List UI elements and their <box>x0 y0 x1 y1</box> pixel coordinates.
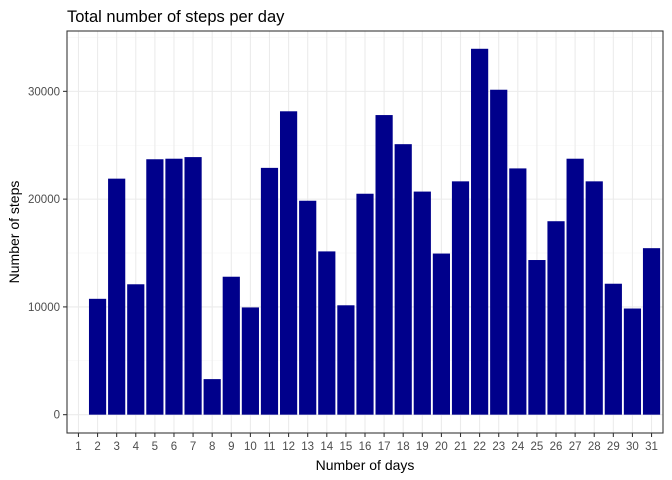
x-tick-label: 7 <box>190 441 196 453</box>
bar-day-26 <box>547 221 565 415</box>
x-tick-label: 4 <box>133 441 140 453</box>
x-tick-label: 21 <box>454 441 467 453</box>
x-tick-label: 27 <box>569 441 582 453</box>
bar-day-12 <box>279 111 298 415</box>
x-tick-label: 10 <box>244 441 257 453</box>
x-tick-label: 8 <box>209 441 215 453</box>
y-axis-title: Number of steps <box>6 181 22 284</box>
x-tick-label: 25 <box>531 441 544 453</box>
bar-day-27 <box>566 158 584 415</box>
bar-day-24 <box>509 168 527 415</box>
x-tick-label: 5 <box>152 441 158 453</box>
bar-day-2 <box>88 298 107 415</box>
x-tick-label: 12 <box>282 441 295 453</box>
x-tick-label: 3 <box>113 441 119 453</box>
bar-day-23 <box>490 89 508 415</box>
bar-day-31 <box>642 248 661 415</box>
bar-day-19 <box>413 191 431 415</box>
chart-title: Total number of steps per day <box>67 8 285 26</box>
y-tick-label: 30000 <box>28 86 60 98</box>
x-tick-label: 23 <box>492 441 505 453</box>
x-tick-label: 22 <box>473 441 486 453</box>
x-tick-label: 15 <box>339 441 352 453</box>
x-tick-label: 20 <box>435 441 448 453</box>
bar-day-5 <box>146 159 164 415</box>
bar-day-15 <box>337 305 355 415</box>
bar-day-14 <box>318 251 336 415</box>
x-tick-label: 30 <box>626 441 639 453</box>
bar-day-18 <box>394 144 412 415</box>
bar-day-29 <box>604 283 622 415</box>
y-axis-ticks: 0 10000 20000 30000 <box>28 86 67 422</box>
bar-day-4 <box>127 284 145 415</box>
x-tick-label: 18 <box>397 441 410 453</box>
bar-day-20 <box>432 253 451 415</box>
x-tick-label: 26 <box>550 441 563 453</box>
x-tick-label: 17 <box>378 441 391 453</box>
x-tick-label: 14 <box>320 441 333 453</box>
x-axis-ticks: 1 2 3 4 5 6 7 8 9 10 11 12 13 14 15 16 17 18 19 20 21 22 23 24 2… <box>75 433 658 453</box>
x-tick-label: 11 <box>264 441 276 453</box>
x-axis-title: Number of days <box>316 457 415 473</box>
x-tick-label: 19 <box>416 441 429 453</box>
x-tick-label: 29 <box>607 441 620 453</box>
bar-day-3 <box>108 178 126 415</box>
y-tick-label: 20000 <box>28 194 60 206</box>
bar-day-28 <box>585 181 603 415</box>
bar-day-6 <box>165 158 183 415</box>
x-tick-label: 9 <box>228 441 234 453</box>
y-tick-label: 0 <box>54 410 60 422</box>
bar-day-22 <box>471 48 489 415</box>
x-tick-label: 28 <box>588 441 601 453</box>
x-tick-label: 24 <box>511 441 524 453</box>
bar-day-10 <box>241 307 259 415</box>
x-tick-label: 31 <box>645 441 658 453</box>
bar-day-30 <box>623 308 642 415</box>
bar-day-11 <box>260 167 279 415</box>
bar-day-21 <box>451 181 470 415</box>
bar-day-17 <box>375 115 393 415</box>
x-tick-label: 6 <box>171 441 177 453</box>
x-tick-label: 2 <box>94 441 100 453</box>
bar-day-7 <box>184 157 202 415</box>
bar-day-25 <box>528 260 546 415</box>
bars <box>88 48 661 415</box>
bar-day-9 <box>222 276 240 415</box>
y-tick-label: 10000 <box>28 302 60 314</box>
x-tick-label: 16 <box>359 441 372 453</box>
bar-day-16 <box>356 193 374 415</box>
x-tick-label: 1 <box>75 441 81 453</box>
bar-day-13 <box>299 200 317 415</box>
bar-day-8 <box>203 379 221 415</box>
x-tick-label: 13 <box>301 441 314 453</box>
